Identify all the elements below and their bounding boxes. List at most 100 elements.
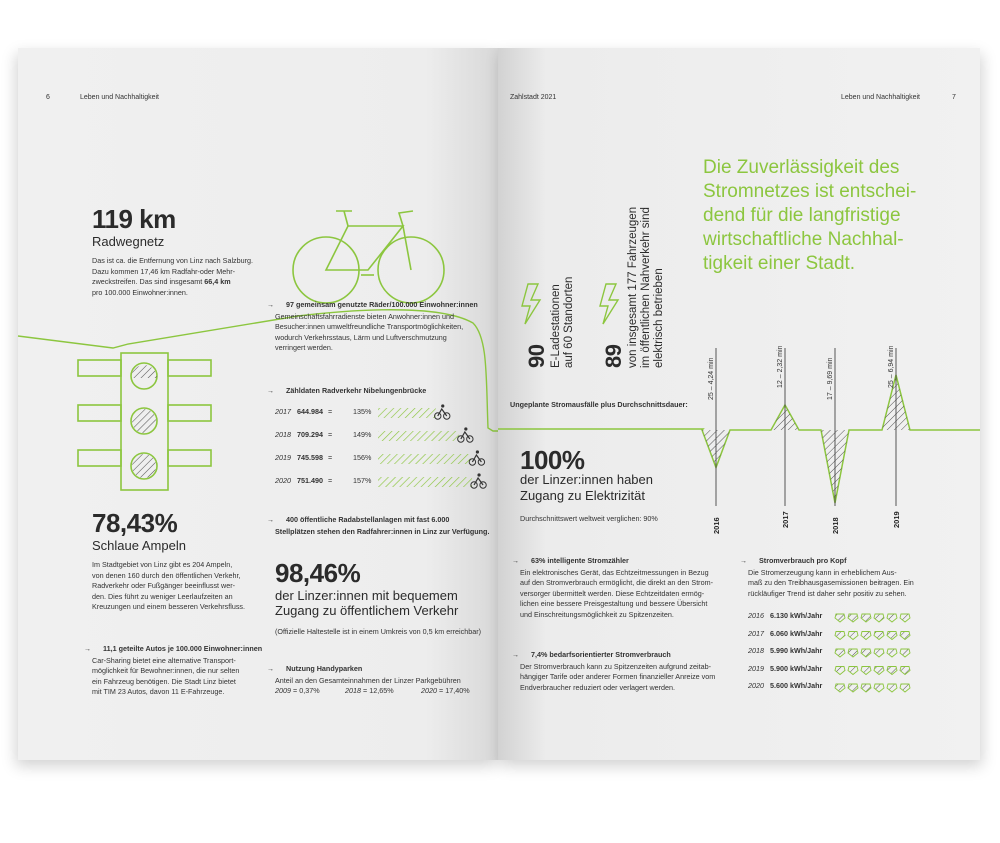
light-top-fill bbox=[131, 365, 157, 378]
bulb-icon bbox=[860, 631, 872, 641]
bike-count-bars bbox=[378, 404, 487, 489]
quote: Die Zuverlässigkeit des Stromnetzes ist … bbox=[703, 157, 917, 274]
elektrizitaet-value: 100% bbox=[520, 445, 585, 475]
right-page: 25 – 4,24 min 2016 12 – 2,32 min 2017 17 – 9… bbox=[498, 48, 980, 760]
light-middle-fill bbox=[132, 409, 156, 433]
kwh-value: 5.990 kWh/Jahr bbox=[770, 646, 823, 655]
bulb-icon bbox=[886, 666, 898, 676]
kwh-year: 2018 bbox=[748, 646, 764, 655]
bulb-icon bbox=[860, 613, 872, 623]
bulb-icon bbox=[847, 648, 859, 658]
bulb-icon bbox=[860, 683, 872, 693]
raeder-block: 97 gemeinsam genutzte Räder/100.000 Einw… bbox=[275, 300, 495, 354]
outage-chart: 25 – 4,24 min 2016 12 – 2,32 min 2017 17 – 9… bbox=[498, 345, 980, 534]
right-illustration: 25 – 4,24 min 2016 12 – 2,32 min 2017 17 – 9… bbox=[498, 283, 980, 693]
bulb-icon bbox=[834, 613, 846, 623]
oev-label-2: Zugang zu öffentlichem Verkehr bbox=[275, 603, 459, 618]
outage-year: 2016 bbox=[712, 517, 721, 534]
ladestationen-block: 90 E-Ladestationen auf 60 Standorten bbox=[524, 276, 575, 368]
zaehl-year: 2018 bbox=[275, 430, 291, 439]
bulb-icon bbox=[899, 648, 911, 658]
elektrizitaet-label-2: Zugang zu Elektrizität bbox=[520, 488, 646, 503]
kwh-row: 2018 5.990 kWh/Jahr bbox=[748, 646, 822, 657]
left-illustration bbox=[17, 210, 498, 491]
lightning-icon bbox=[521, 283, 542, 325]
autos-block: 11,1 geteilte Autos je 100.000 Einwohner… bbox=[92, 644, 282, 698]
bulb-icon bbox=[847, 631, 859, 641]
kwh-value: 6.060 kWh/Jahr bbox=[770, 628, 823, 638]
zaehl-pct: 157% bbox=[353, 476, 372, 485]
outage-year: 2017 bbox=[781, 511, 790, 528]
ampeln-text: Im Stadtgebiet von Linz gibt es 204 Ampe… bbox=[92, 560, 246, 612]
bulb-icon bbox=[899, 631, 911, 641]
bulb-icon bbox=[899, 613, 911, 623]
kwh-year: 2020 bbox=[748, 681, 764, 690]
lightning-icon bbox=[599, 283, 620, 325]
bulb-icon bbox=[847, 666, 859, 676]
bulb-icon bbox=[899, 683, 911, 693]
bulb-icon bbox=[834, 648, 846, 658]
ampeln-value: 78,43% bbox=[92, 508, 178, 538]
right-header: Leben und Nachhaltigkeit bbox=[841, 94, 921, 101]
nahverkehr-block: 89 von insgesamt 177 Fahrzeugen im öffent… bbox=[601, 206, 665, 368]
light-bottom-fill bbox=[132, 454, 156, 478]
kwh-row: 2017 6.060 kWh/Jahr bbox=[748, 629, 822, 640]
zaehl-row: 2020 751.490 = 157% bbox=[275, 476, 371, 487]
left-page: 6 Leben und Nachhaltigkeit 119 km Radweg… bbox=[17, 48, 498, 760]
zaehl-year: 2017 bbox=[275, 407, 291, 416]
radweg-value: 119 km bbox=[92, 204, 176, 234]
bulb-icon bbox=[873, 631, 885, 641]
bulb-icon bbox=[886, 631, 898, 641]
bulb-icon bbox=[873, 683, 885, 693]
bulb-icon bbox=[847, 613, 859, 623]
oev-value: 98,46% bbox=[275, 558, 361, 588]
kwh-year: 2019 bbox=[748, 663, 764, 673]
page-number: 6 bbox=[46, 94, 50, 101]
consumption-icons bbox=[834, 613, 911, 693]
zaehl-eq: = bbox=[327, 453, 333, 462]
outage-year: 2019 bbox=[892, 511, 901, 528]
radweg-text: Das ist ca. die Entfernung von Linz nach… bbox=[92, 256, 254, 297]
right-header-left: Zahlstadt 2021 bbox=[510, 94, 557, 101]
bulb-icon bbox=[873, 648, 885, 658]
outage-year: 2018 bbox=[831, 517, 840, 534]
elektrizitaet-label-1: der Linzer:innen haben bbox=[520, 472, 653, 487]
kwh-row: 2016 6.130 kWh/Jahr bbox=[748, 611, 822, 622]
zaehl-year: 2020 bbox=[275, 476, 291, 485]
zaehl-eq: = bbox=[327, 407, 333, 416]
bulb-icon bbox=[886, 613, 898, 623]
kwh-row: 2020 5.600 kWh/Jahr bbox=[748, 681, 822, 692]
outage-label: 17 – 9,69 min bbox=[827, 357, 834, 400]
bulb-icon bbox=[886, 683, 898, 693]
zaehl-eq: = bbox=[327, 430, 333, 439]
zaehl-value: 745.598 bbox=[297, 453, 323, 462]
route-line bbox=[17, 309, 498, 432]
zaehl-bar bbox=[378, 454, 471, 464]
right-page-number: 7 bbox=[952, 94, 956, 101]
bulb-icon bbox=[899, 666, 911, 676]
zaehl-pct: 135% bbox=[353, 407, 372, 416]
oev-label-1: der Linzer:innen mit bequemem bbox=[275, 588, 458, 603]
oev-note: (Offizielle Haltestelle ist in einem Umk… bbox=[275, 627, 481, 636]
bulb-icon bbox=[847, 683, 859, 693]
kwh-row: 2019 5.900 kWh/Jahr bbox=[748, 664, 822, 675]
abstell-block: 400 öffentliche Radabstellanlagen mit fa… bbox=[275, 515, 495, 537]
bulb-icon bbox=[886, 648, 898, 658]
cyclist-icon bbox=[470, 473, 487, 489]
bulb-icon bbox=[873, 666, 885, 676]
zaehl-value: 751.490 bbox=[297, 476, 323, 485]
bulb-icon bbox=[834, 631, 846, 641]
outage-label: 25 – 6,94 min bbox=[888, 345, 895, 388]
stromausfall-title: Ungeplante Stromausfälle plus Durchschni… bbox=[510, 400, 688, 409]
bulb-icon bbox=[860, 666, 872, 676]
zaehl-pct: 156% bbox=[353, 453, 372, 462]
zaehl-bar bbox=[378, 408, 436, 418]
bicycle-icon bbox=[292, 210, 445, 304]
bulb-icon bbox=[873, 613, 885, 623]
zaehl-row: 2019 745.598 = 156% bbox=[275, 453, 371, 464]
cyclist-icon bbox=[457, 427, 474, 443]
bulb-icon bbox=[860, 648, 872, 658]
kwh-value: 5.600 kWh/Jahr bbox=[770, 681, 823, 690]
radweg-label: Radwegnetz bbox=[92, 234, 165, 249]
kwh-value: 5.900 kWh/Jahr bbox=[770, 663, 823, 673]
